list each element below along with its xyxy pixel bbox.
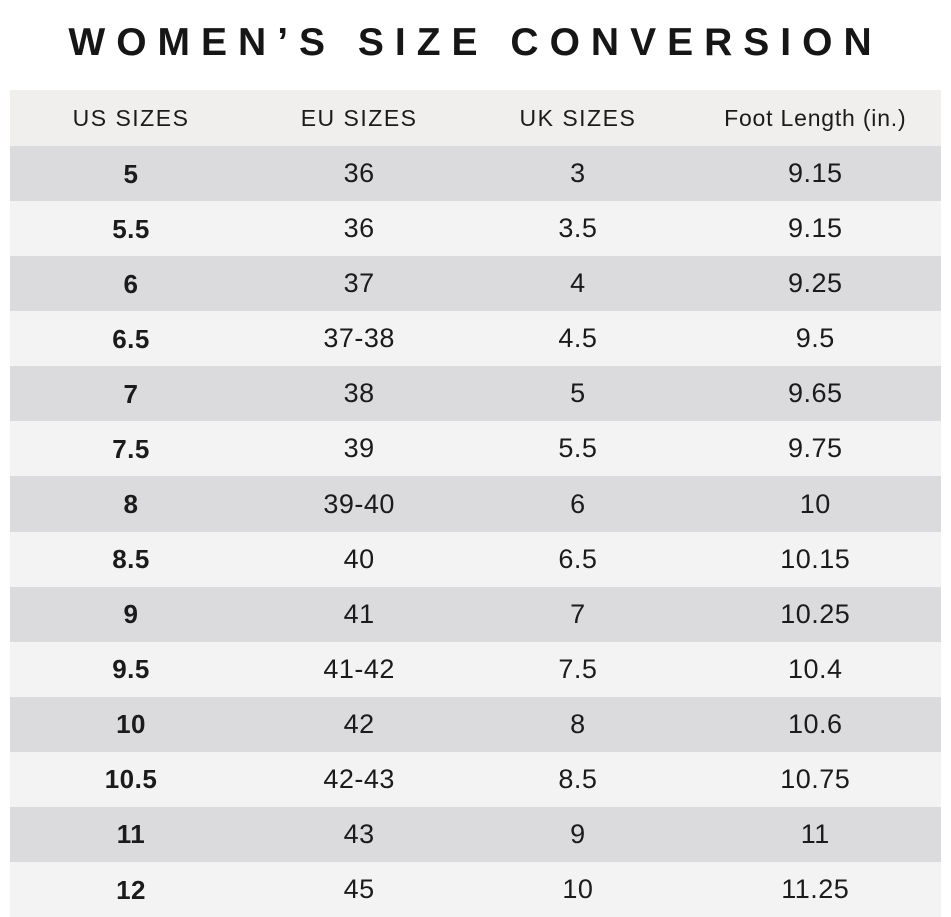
cell-foot-length: 9.5 [795,323,835,354]
cell-uk-size: 4.5 [558,323,598,354]
cell-us-size: 10 [116,709,146,740]
cell-uk-size: 7 [570,598,586,629]
cell-foot-length: 11.25 [781,874,850,905]
cell-eu-size: 40 [343,543,375,574]
table-row: 8 39-40 6 10 [10,476,941,532]
cell-foot-length: 10.4 [788,653,843,684]
column-header-eu-sizes: EU SIZES [300,104,418,131]
cell-uk-size: 6 [570,488,586,519]
table-row: 11 43 9 11 [10,806,941,863]
cell-eu-size: 37 [343,268,375,299]
cell-uk-size: 9 [570,818,586,849]
cell-eu-size: 41-42 [323,653,395,684]
cell-uk-size: 8 [570,708,586,739]
cell-uk-size: 5 [570,378,586,409]
cell-eu-size: 39 [343,433,375,464]
cell-uk-size: 6.5 [558,543,598,574]
cell-uk-size: 4 [570,268,586,299]
cell-eu-size: 42 [343,708,375,739]
cell-foot-length: 9.15 [788,213,843,244]
table-row: 7.5 39 5.5 9.75 [10,421,941,477]
cell-uk-size: 3.5 [558,213,598,244]
cell-us-size: 9.5 [112,654,150,685]
cell-uk-size: 8.5 [558,763,598,794]
cell-eu-size: 39-40 [323,488,395,519]
cell-uk-size: 3 [570,158,586,189]
cell-foot-length: 10.25 [780,598,851,629]
size-conversion-table: US SIZES EU SIZES UK SIZES Foot Length (… [10,90,941,917]
cell-uk-size: 10 [562,874,594,905]
cell-foot-length: 10.15 [780,543,851,574]
cell-foot-length: 11 [800,818,830,849]
cell-us-size: 8.5 [112,544,150,575]
table-row: 7 38 5 9.65 [10,366,941,422]
cell-eu-size: 36 [343,213,375,244]
table-row: 10.5 42-43 8.5 10.75 [10,751,941,807]
cell-us-size: 10.5 [104,764,158,795]
cell-uk-size: 5.5 [558,433,598,464]
cell-foot-length: 9.25 [788,268,843,299]
table-row: 12 45 10 11.25 [10,862,941,917]
cell-us-size: 9 [123,599,139,630]
table-header-row: US SIZES EU SIZES UK SIZES Foot Length (… [10,90,941,146]
table-body: 5 36 3 9.15 5.5 36 3.5 9.15 6 37 4 9.25 6.5 37-38 4.5 9… [10,146,941,917]
cell-eu-size: 38 [343,378,375,409]
cell-foot-length: 10.75 [780,763,851,794]
table-row: 10 42 8 10.6 [10,696,941,752]
column-header-uk-sizes: UK SIZES [519,104,637,131]
cell-us-size: 6 [123,268,139,299]
cell-us-size: 7 [123,378,139,409]
cell-uk-size: 7.5 [558,653,598,684]
cell-us-size: 8 [123,489,139,519]
page-title: WOMEN’S SIZE CONVERSION [68,21,883,64]
cell-eu-size: 45 [343,874,375,905]
column-header-foot-length: Foot Length (in.) [724,104,907,131]
cell-eu-size: 41 [343,598,375,629]
table-row: 5.5 36 3.5 9.15 [10,201,941,257]
table-row: 8.5 40 6.5 10.15 [10,531,941,587]
cell-foot-length: 9.75 [788,433,843,464]
cell-eu-size: 37-38 [323,323,395,354]
cell-us-size: 5.5 [112,213,150,244]
table-row: 5 36 3 9.15 [10,146,941,202]
table-row: 9.5 41-42 7.5 10.4 [10,641,941,697]
cell-foot-length: 10 [799,488,831,519]
table-row: 6 37 4 9.25 [10,256,941,312]
cell-us-size: 11 [116,819,146,850]
cell-foot-length: 10.6 [788,708,843,739]
cell-eu-size: 42-43 [323,763,395,794]
cell-foot-length: 9.15 [788,158,843,189]
cell-eu-size: 43 [343,818,375,849]
cell-us-size: 7.5 [112,433,150,464]
table-row: 9 41 7 10.25 [10,586,941,642]
table-row: 6.5 37-38 4.5 9.5 [10,311,941,367]
cell-us-size: 5 [123,158,139,189]
cell-us-size: 12 [116,874,146,905]
column-header-us-sizes: US SIZES [72,104,190,131]
cell-eu-size: 36 [343,158,375,189]
cell-foot-length: 9.65 [788,378,843,409]
cell-us-size: 6.5 [112,323,150,354]
